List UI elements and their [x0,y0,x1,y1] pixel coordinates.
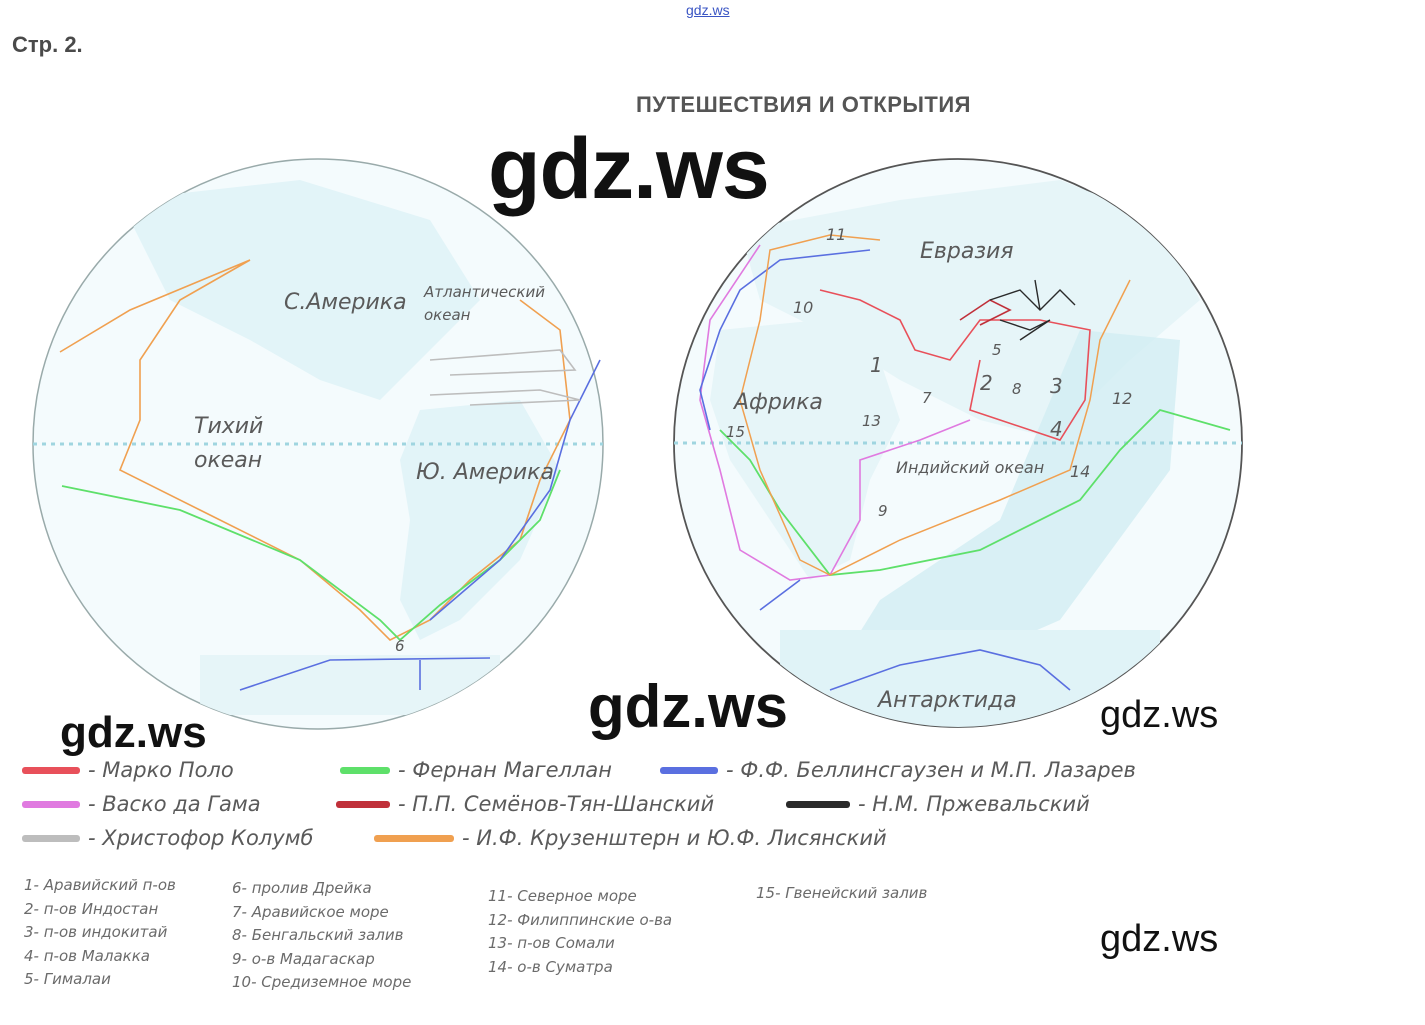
label-antarctica: Антарктида [876,688,1017,713]
key-item: 2- п-ов Индостан [24,899,159,918]
eastern-land [674,180,1242,727]
krusenstern-route-east [739,234,1131,576]
przhevalsky-route [989,279,1076,341]
legend-item-magellan: - Фернан Магеллан [340,758,612,782]
legend-swatch [660,766,718,774]
legend-item-marco-polo: - Марко Поло [22,758,234,782]
key-item: 14- о-в Суматра [488,957,613,976]
label-n12: 12 [1112,389,1132,408]
legend-label: - Фернан Магеллан [398,758,612,782]
legend-item-przhevalsky: - Н.М. Пржевальский [786,792,1090,816]
legend-label: - Васко да Гама [88,792,261,816]
label-eurasia: Евразия [920,239,1014,264]
legend-swatch [22,766,80,774]
label-n5: 5 [992,341,1002,359]
page-label: Стр. 2. [12,32,83,57]
magellan-route-west [61,469,561,642]
watermark-big: gdz.ws [488,121,770,217]
label-n10: 10 [793,298,813,317]
watermark-right-top: gdz.ws [1100,694,1219,736]
legend-item-krusenstern: - И.Ф. Крузенштерн и Ю.Ф. Лисянский [374,826,887,850]
label-n7: 7 [922,389,932,407]
key-column-2: 6- пролив Дрейка 7- Аравийское море 8- Б… [232,879,411,997]
legend-label: - Марко Поло [88,758,234,782]
western-land [33,180,603,715]
legend-item-columbus: - Христофор Колумб [22,826,313,850]
columbus-route [429,349,581,406]
key-column-1: 1- Аравийский п-ов 2- п-ов Индостан 3- п… [24,876,176,994]
key-column-4: 15- Гвенейский залив [756,884,927,908]
key-item: 3- п-ов индокитай [24,923,168,941]
label-n1: 1 [870,353,883,377]
label-n15: 15 [726,423,745,441]
label-north-america: С.Америка [284,290,407,315]
legend-item-bellingshausen: - Ф.Ф. Беллинсгаузен и М.П. Лазарев [660,758,1136,782]
legend-item-semenov: - П.П. Семёнов-Тян-Шанский [336,792,714,816]
label-atlantic-2: океан [424,306,471,324]
legend-label: - Ф.Ф. Беллинсгаузен и М.П. Лазарев [726,758,1136,782]
watermark-middle: gdz.ws [588,673,789,740]
key-item: 13- п-ов Сомали [488,934,615,952]
key-item: 1- Аравийский п-ов [24,876,176,894]
key-item: 9- о-в Мадагаскар [232,949,375,968]
legend-swatch [336,800,390,808]
marco-polo-route [819,289,1091,441]
label-south-america: Ю. Америка [416,460,554,485]
label-pacific-2: океан [194,448,262,473]
label-atlantic-1: Атлантический [423,283,545,301]
magellan-route-east [719,408,1231,576]
key-item: 12- Филиппинские о-ва [488,910,673,929]
watermark-right-bottom: gdz.ws [1100,918,1219,960]
bellingshausen-route-east [699,249,1071,691]
label-n2: 2 [980,371,993,395]
label-n13: 13 [862,412,881,430]
legend-label: - И.Ф. Крузенштерн и Ю.Ф. Лисянский [462,826,887,850]
map-title: ПУТЕШЕСТВИЯ И ОТКРЫТИЯ [636,92,971,117]
label-n11: 11 [826,225,846,244]
key-item: 6- пролив Дрейка [232,879,372,897]
key-item: 7- Аравийское море [232,902,389,921]
legend-swatch [22,834,80,842]
label-n4: 4 [1050,417,1063,441]
legend-swatch [340,766,390,774]
key-item: 10- Средиземное море [232,973,412,991]
label-n3: 3 [1050,374,1063,398]
label-indian-ocean: Индийский океан [896,458,1044,477]
krusenstern-route-west [59,259,571,641]
label-n8: 8 [1012,380,1022,398]
label-n9: 9 [878,502,888,520]
legend-swatch [374,834,454,842]
top-watermark-link[interactable]: gdz.ws [686,2,730,18]
semenov-route [959,299,1012,326]
key-item: 5- Гималаи [24,970,111,988]
legend-label: - Н.М. Пржевальский [858,792,1090,816]
key-item: 8- Бенгальский залив [232,926,404,944]
key-item: 4- п-ов Малакка [24,946,150,965]
label-africa: Африка [732,390,823,415]
vasco-da-gama-route [699,244,971,581]
legend-item-vasco-da-gama: - Васко да Гама [22,792,261,816]
legend-label: - П.П. Семёнов-Тян-Шанский [398,792,715,816]
legend-label: - Христофор Колумб [88,826,314,850]
label-num-6: 6 [395,637,405,655]
key-column-3: 11- Северное море 12- Филиппинские о-ва … [488,887,672,981]
legend-swatch [22,800,80,808]
legend-swatch [786,800,850,808]
key-item: 15- Гвенейский залив [756,884,928,902]
label-pacific-1: Тихий [194,414,263,439]
western-hemisphere: С.Америка Атлантический океан Тихий океа… [32,158,604,730]
eastern-hemisphere: Евразия Африка Индийский океан Антарктид… [673,158,1243,728]
key-item: 11- Северное море [488,887,637,905]
label-n14: 14 [1070,462,1090,481]
watermark-left: gdz.ws [60,708,207,757]
